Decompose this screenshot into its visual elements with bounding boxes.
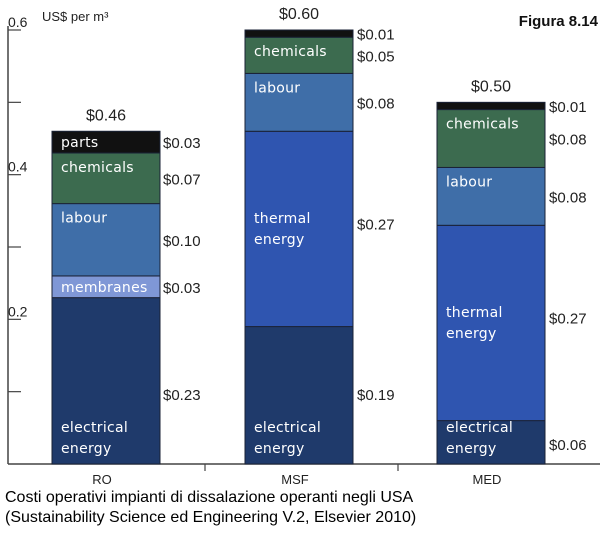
value-label-thermal-energy: $0.27 [549,310,587,327]
bar-segment-msf-labour [244,72,354,132]
segment-label-thermal-energy: energy [254,232,305,248]
value-label-chemicals: $0.07 [163,171,201,188]
caption-line-2: (Sustainability Science ed Engineering V… [5,509,417,526]
value-label-labour: $0.10 [163,233,201,250]
caption-line-1: Costi operativi impianti di dissalazione… [5,489,414,506]
caption: Costi operativi impianti di dissalazione… [5,488,605,528]
segment-label-labour: labour [446,174,492,190]
segment-label-chemicals: chemicals [446,117,519,133]
value-label-parts: $0.03 [163,135,201,152]
y-tick-label: 0.2 [8,303,28,319]
segment-label-thermal-energy: thermal [254,211,311,227]
segment-label-parts: parts [61,135,99,151]
labels: electrical energy membranes labour chemicals… [61,6,587,487]
segment-label-electrical-energy: electrical [61,420,128,436]
value-label-other: $0.01 [549,99,587,116]
segment-label-chemicals: chemicals [254,44,327,60]
bar-segment-ro-electrical-energy [51,297,161,465]
segment-label-electrical-energy: electrical [446,420,513,436]
segment-label-thermal-energy: energy [446,326,497,342]
segment-label-chemicals: chemicals [61,160,134,176]
bar-segment-med-chemicals [436,109,546,168]
bars [51,29,546,465]
bar-segment-med-labour [436,166,546,226]
segment-label-electrical-energy: energy [254,441,305,457]
value-label-membranes: $0.03 [163,280,201,297]
bar-segment-med-electrical-energy [436,420,546,465]
y-tick-label: 0.6 [8,14,28,30]
total-label-ro: $0.46 [86,107,126,124]
value-label-chemicals: $0.08 [549,132,587,149]
cost-chart: 0.2 0.4 0.6 electrical energy membranes labou… [7,6,600,487]
bar-segment-msf-other [244,29,354,38]
segment-label-labour: labour [61,211,107,227]
value-label-electrical-energy: $0.19 [357,387,395,404]
category-label-msf: MSF [281,472,309,487]
y-tick-label: 0.4 [8,159,28,175]
segment-label-membranes: membranes [61,280,148,296]
segment-label-electrical-energy: energy [61,441,112,457]
bar-segment-msf-chemicals [244,36,354,74]
value-label-labour: $0.08 [549,189,587,206]
bar-segment-msf-thermal-energy [244,130,354,328]
value-label-labour: $0.08 [357,95,395,112]
value-label-electrical-energy: $0.06 [549,437,587,454]
bar-segment-ro-parts [51,130,161,154]
y-axis-title: US$ per m³ [42,9,109,24]
value-label-other: $0.01 [357,27,395,44]
total-label-med: $0.50 [471,78,511,95]
total-label-msf: $0.60 [279,6,319,23]
category-label-med: MED [473,472,502,487]
bar-segment-med-thermal-energy [436,224,546,422]
segment-label-thermal-energy: thermal [446,305,503,321]
value-label-electrical-energy: $0.23 [163,387,201,404]
segment-label-electrical-energy: electrical [254,420,321,436]
figure-label: Figura 8.14 [519,13,599,30]
segment-label-electrical-energy: energy [446,441,497,457]
value-label-thermal-energy: $0.27 [357,216,395,233]
category-label-ro: RO [92,472,112,487]
segment-label-labour: labour [254,80,300,96]
value-label-chemicals: $0.05 [357,48,395,65]
bar-segment-med-other [436,101,546,111]
